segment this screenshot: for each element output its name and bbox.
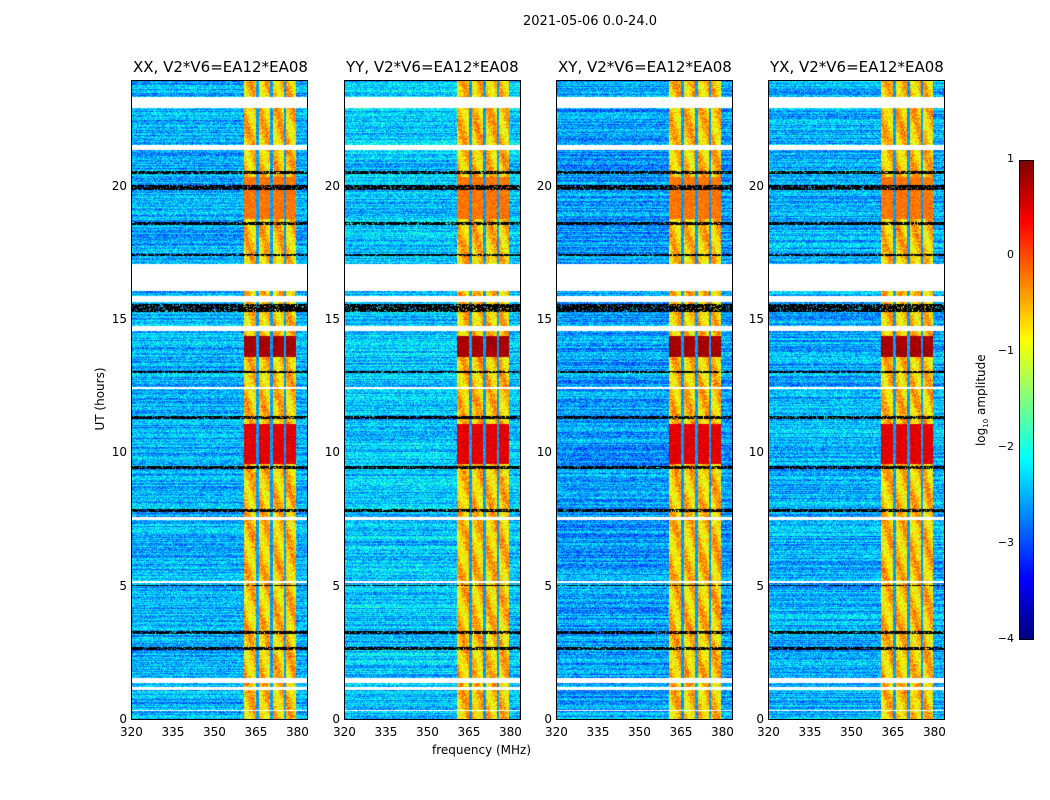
colorbar (1019, 160, 1034, 640)
heatmap-panel (768, 80, 945, 720)
x-tick-label: 380 (285, 725, 309, 739)
y-tick-label: 10 (536, 445, 552, 460)
x-tick-label: 335 (374, 725, 398, 739)
y-tick-label: 20 (111, 178, 127, 193)
heatmap-cells (345, 81, 520, 719)
y-tick-label: 10 (324, 445, 340, 460)
y-tick-label: 5 (544, 578, 552, 593)
panel-title: YY, V2*V6=EA12*EA08 (346, 58, 519, 76)
y-tick-label: 15 (324, 312, 340, 326)
colorbar-tick-label: 0 (1007, 248, 1014, 261)
panel-title: XY, V2*V6=EA12*EA08 (558, 58, 732, 76)
colorbar-tick-label: −1 (997, 344, 1014, 357)
heatmap-cells (557, 81, 732, 719)
x-tick-label: 320 (545, 725, 568, 739)
figure-title: 2021-05-06 0.0-24.0 (523, 14, 657, 29)
x-tick-label: 365 (244, 725, 268, 739)
heatmap-cells (769, 81, 944, 719)
heatmap-cells (132, 81, 307, 719)
x-tick-label: 320 (757, 725, 780, 739)
heatmap-panel (556, 80, 733, 720)
colorbar-tick-label: 1 (1007, 152, 1014, 165)
y-tick-label: 10 (748, 445, 764, 460)
y-tick-label: 0 (119, 712, 127, 726)
y-tick-label: 0 (756, 712, 764, 726)
y-tick-label: 0 (332, 712, 340, 726)
colorbar-tick-label: −3 (997, 536, 1014, 549)
y-tick-label: 15 (748, 312, 764, 326)
y-tick-label: 15 (536, 312, 552, 326)
x-tick-label: 335 (161, 725, 185, 739)
x-tick-label: 350 (202, 725, 226, 739)
x-tick-label: 365 (881, 725, 905, 739)
colorbar-tick-label: −2 (997, 440, 1014, 453)
y-tick-label: 15 (111, 312, 127, 326)
x-tick-label: 335 (798, 725, 822, 739)
y-tick-label: 20 (324, 178, 340, 193)
x-tick-label: 350 (839, 725, 863, 739)
heatmap-panel (131, 80, 308, 720)
y-tick-label: 10 (111, 445, 127, 460)
x-tick-label: 335 (586, 725, 610, 739)
x-tick-label: 380 (498, 725, 522, 739)
x-tick-label: 365 (669, 725, 693, 739)
y-tick-label: 0 (544, 712, 552, 726)
x-axis-label: frequency (MHz) (432, 743, 532, 757)
y-tick-label: 5 (119, 578, 127, 593)
y-axis-label: UT (hours) (93, 367, 107, 431)
panel-title: XX, V2*V6=EA12*EA08 (133, 58, 308, 76)
x-tick-label: 320 (333, 725, 356, 739)
panel-title: YX, V2*V6=EA12*EA08 (770, 58, 944, 76)
colorbar-tick-label: −4 (997, 632, 1014, 645)
colorbar-label: log10 amplitude (973, 354, 991, 447)
heatmap-panel (344, 80, 521, 720)
y-tick-label: 5 (332, 578, 340, 593)
x-tick-label: 350 (415, 725, 439, 739)
y-tick-label: 20 (748, 178, 764, 193)
x-tick-label: 380 (922, 725, 946, 739)
x-tick-label: 380 (710, 725, 734, 739)
x-tick-label: 350 (627, 725, 651, 739)
y-tick-label: 20 (536, 178, 552, 193)
x-tick-label: 365 (457, 725, 481, 739)
x-tick-label: 320 (120, 725, 143, 739)
y-tick-label: 5 (756, 578, 764, 593)
